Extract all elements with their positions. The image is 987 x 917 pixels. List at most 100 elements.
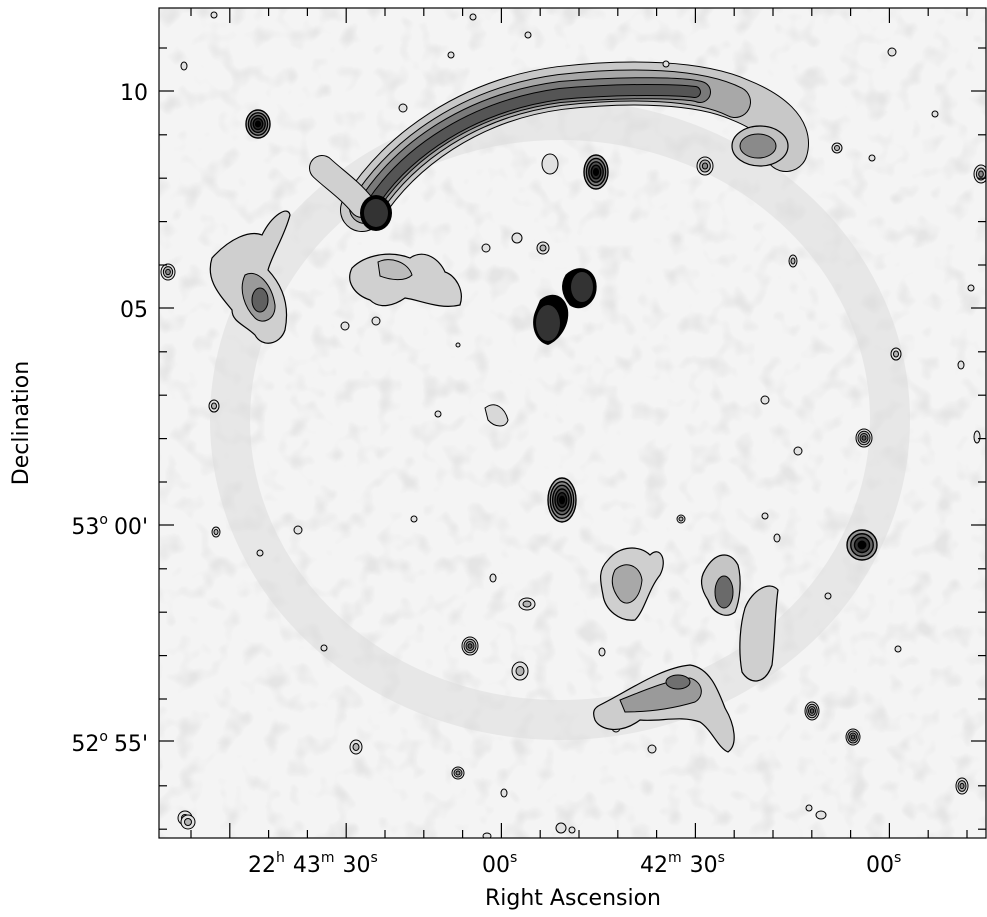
- contour-ring: [522, 600, 532, 608]
- contour-ring: [760, 395, 770, 405]
- x-tick-labels: 22h 43m 30s 00s 42m 30s 00s: [248, 850, 901, 878]
- extended-emission: [209, 210, 779, 753]
- point-source: [555, 822, 567, 834]
- point-source: [793, 446, 803, 456]
- point-source: [931, 110, 939, 118]
- contour-ring: [455, 770, 461, 776]
- contour-ring: [592, 167, 600, 177]
- contour-ring: [541, 153, 559, 175]
- y-tick-labels: 10 05 53o 00' 52o 55': [71, 81, 148, 757]
- contour-ring: [539, 244, 547, 252]
- point-source: [293, 525, 303, 535]
- contour-ring: [340, 321, 350, 331]
- point-source: [180, 814, 196, 830]
- y-tick-min: 00: [114, 515, 142, 540]
- point-source: [541, 153, 559, 175]
- contour-ring: [790, 257, 796, 265]
- point-source: [890, 347, 902, 361]
- point-source: [511, 661, 529, 681]
- contour-ring: [447, 51, 455, 59]
- contour-ring: [815, 810, 827, 820]
- contour-ring: [184, 818, 192, 826]
- y-tick-deg: 52: [71, 732, 99, 757]
- contour-ring: [320, 644, 328, 652]
- contour-ring: [894, 645, 902, 653]
- contour-ring: [662, 60, 670, 68]
- point-source: [524, 31, 532, 39]
- contour-ring: [678, 516, 684, 522]
- contour-ring: [931, 110, 939, 118]
- point-source: [831, 142, 843, 154]
- point-source: [805, 804, 813, 812]
- contour-ring: [761, 512, 769, 520]
- point-source: [955, 777, 969, 795]
- diffuse-ring: [210, 100, 910, 740]
- contour-ring: [887, 47, 897, 57]
- contour-ring: [824, 592, 832, 600]
- contour-ring: [489, 573, 497, 583]
- point-source: [447, 51, 455, 59]
- point-source: [804, 701, 820, 721]
- point-source: [815, 810, 827, 820]
- contour-ring: [568, 826, 576, 834]
- point-source: [760, 395, 770, 405]
- y-tick-label-53-00: 53o 00': [71, 512, 148, 540]
- y-tick-label-10: 10: [120, 81, 148, 106]
- x-tick-s: 30: [690, 853, 718, 878]
- x-tick-s: 30: [343, 853, 371, 878]
- contour-ring: [973, 430, 981, 444]
- contour-ring: [500, 788, 508, 798]
- y-tick-label-52-55: 52o 55': [71, 729, 148, 757]
- point-source: [434, 410, 442, 418]
- contour-ring: [701, 162, 709, 170]
- contour-ring: [555, 822, 567, 834]
- contour-ring: [515, 666, 525, 676]
- contour-ring: [868, 154, 876, 162]
- point-source: [210, 11, 218, 19]
- arc-filament: [309, 61, 809, 232]
- contour-ring: [213, 529, 219, 535]
- contour-ring: [598, 647, 606, 657]
- contour-ring: [978, 170, 984, 178]
- point-source: [371, 316, 381, 326]
- y-tick-label-05: 05: [120, 298, 148, 323]
- point-source: [455, 342, 461, 348]
- point-source: [598, 647, 606, 657]
- contour-ring: [398, 103, 408, 113]
- point-source: [967, 284, 975, 292]
- x-tick-m: 43: [293, 853, 321, 878]
- point-source: [500, 788, 508, 798]
- plot-frame: [158, 7, 987, 839]
- point-source: [773, 533, 781, 543]
- point-source: [662, 60, 670, 68]
- contour-ring: [256, 549, 264, 557]
- contour-ring: [481, 243, 491, 253]
- contour-ring: [957, 360, 965, 370]
- contour-ring: [467, 643, 473, 649]
- point-source: [256, 549, 264, 557]
- point-source: [676, 514, 686, 524]
- contour-ring: [524, 31, 532, 39]
- contour-ring: [482, 832, 492, 838]
- point-source: [469, 13, 477, 21]
- point-source: [973, 430, 981, 444]
- point-source: [349, 739, 363, 755]
- contour-ring: [893, 350, 899, 358]
- contour-ring: [857, 540, 867, 550]
- x-tick-label-42m30s: 42m 30s: [640, 850, 725, 878]
- point-source: [973, 164, 986, 184]
- point-source: [398, 103, 408, 113]
- contour-ring: [809, 708, 815, 714]
- y-axis-label: Declination: [9, 361, 34, 485]
- point-source: [957, 360, 965, 370]
- contour-ring: [180, 61, 188, 71]
- y-tick-min: 55: [114, 732, 142, 757]
- point-source: [410, 515, 418, 523]
- contour-ring: [210, 11, 218, 19]
- contour-ring: [793, 446, 803, 456]
- contour-ring: [352, 743, 360, 751]
- contour-ring: [410, 515, 418, 523]
- point-source: [518, 597, 536, 611]
